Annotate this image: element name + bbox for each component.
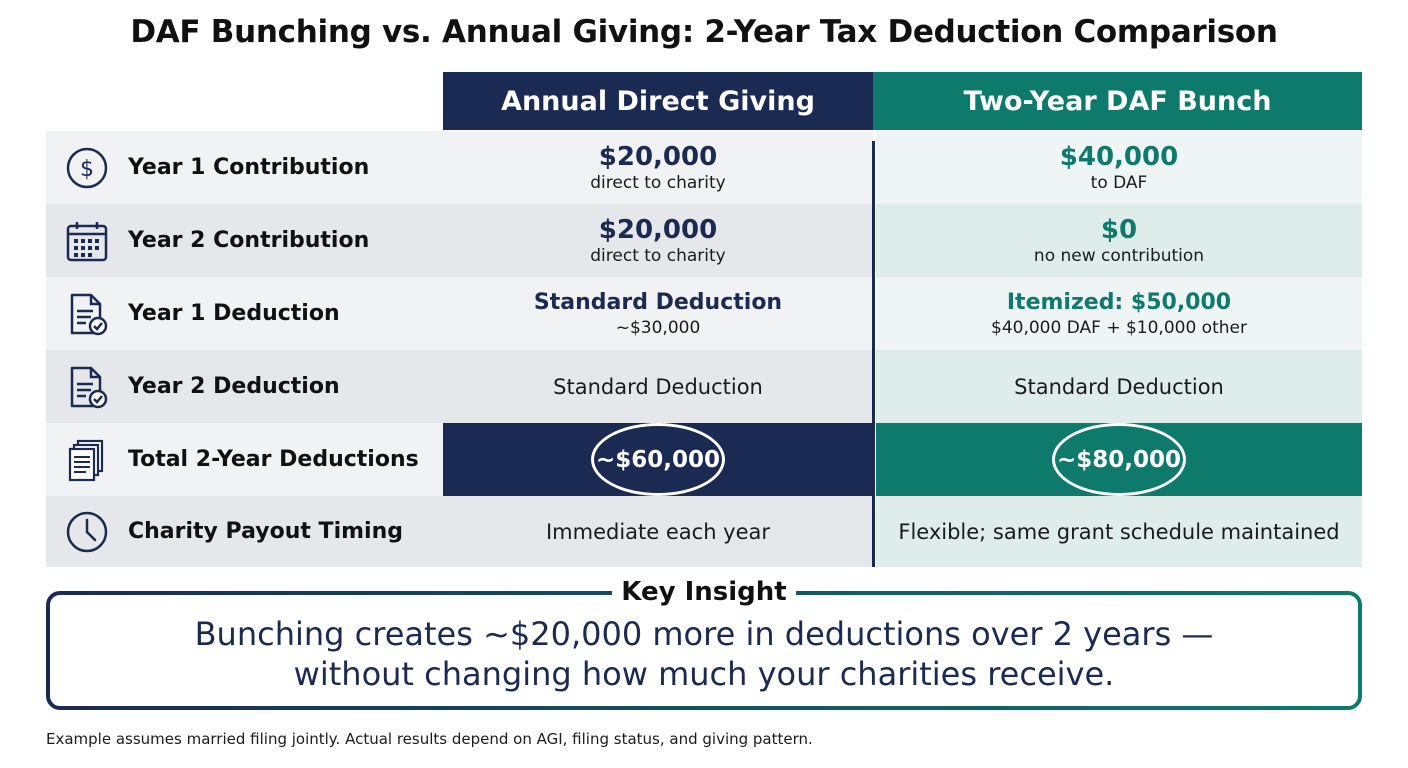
annual-cell: $20,000 direct to charity <box>443 204 873 277</box>
annual-value: $20,000 <box>598 214 718 245</box>
row-label-cell: Charity Payout Timing <box>46 496 443 567</box>
annual-cell: Standard Deduction ~$30,000 <box>443 277 873 350</box>
insight-line-1: Bunching creates ~$20,000 more in deduct… <box>194 615 1214 653</box>
column-header-annual: Annual Direct Giving <box>443 72 873 130</box>
clock-icon <box>66 511 108 552</box>
row-payout-timing: Charity Payout Timing Immediate each yea… <box>46 496 1362 567</box>
daf-cell: Itemized: $50,000 $40,000 DAF + $10,000 … <box>876 277 1362 350</box>
daf-subvalue: to DAF <box>1090 172 1148 193</box>
row-label-cell: Year 1 Deduction <box>46 277 443 350</box>
daf-total-cell: ~$80,000 <box>876 423 1362 496</box>
annual-value: Immediate each year <box>545 519 771 544</box>
daf-cell: $40,000 to DAF <box>876 131 1362 204</box>
documents-stack-icon <box>68 439 104 481</box>
daf-value: $0 <box>1100 214 1138 245</box>
daf-value: Flexible; same grant schedule maintained <box>898 519 1340 544</box>
row-label-cell: Year 2 Contribution <box>46 204 443 277</box>
daf-cell: Flexible; same grant schedule maintained <box>876 496 1362 567</box>
daf-subvalue: $40,000 DAF + $10,000 other <box>991 317 1247 338</box>
svg-text:$: $ <box>80 157 94 182</box>
document-check-icon <box>70 366 108 408</box>
row-year1-contribution: $ Year 1 Contribution $20,000 direct to … <box>46 131 1362 204</box>
dollar-circle-icon: $ <box>66 147 108 188</box>
insight-label: Key Insight <box>612 574 796 610</box>
document-check-icon <box>70 293 108 335</box>
row-label: Year 2 Contribution <box>128 228 370 253</box>
footnote: Example assumes married filing jointly. … <box>46 730 813 748</box>
row-label-cell: Total 2-Year Deductions <box>46 423 443 496</box>
row-label: Year 2 Deduction <box>128 374 340 399</box>
row-label: Total 2-Year Deductions <box>128 447 419 472</box>
daf-value: $40,000 <box>1059 141 1179 172</box>
insight-line-2: without changing how much your charities… <box>293 655 1115 693</box>
daf-subvalue: no new contribution <box>1033 245 1205 266</box>
row-year1-deduction: Year 1 Deduction Standard Deduction ~$30… <box>46 277 1362 350</box>
annual-cell: Standard Deduction <box>443 350 873 423</box>
daf-cell: Standard Deduction <box>876 350 1362 423</box>
row-year2-contribution: Year 2 Contribution $20,000 direct to ch… <box>46 204 1362 277</box>
annual-subvalue: direct to charity <box>590 245 726 266</box>
annual-value: $20,000 <box>598 141 718 172</box>
row-label-cell: $ Year 1 Contribution <box>46 131 443 204</box>
row-total-deductions: Total 2-Year Deductions ~$60,000 ~$80,00… <box>46 423 1362 496</box>
insight-text: Bunching creates ~$20,000 more in deduct… <box>60 614 1348 694</box>
daf-total-value: ~$80,000 <box>1052 423 1186 496</box>
column-header-daf: Two-Year DAF Bunch <box>873 72 1362 130</box>
annual-cell: $20,000 direct to charity <box>443 131 873 204</box>
annual-cell: Immediate each year <box>443 496 873 567</box>
column-divider <box>872 141 875 567</box>
row-label: Year 1 Contribution <box>128 155 370 180</box>
row-label: Year 1 Deduction <box>128 301 340 326</box>
annual-subvalue: direct to charity <box>590 172 726 193</box>
row-year2-deduction: Year 2 Deduction Standard Deduction Stan… <box>46 350 1362 423</box>
annual-value: Standard Deduction <box>533 289 783 315</box>
row-label-cell: Year 2 Deduction <box>46 350 443 423</box>
row-label: Charity Payout Timing <box>128 519 403 544</box>
daf-value: Standard Deduction <box>1014 374 1224 399</box>
annual-value: Standard Deduction <box>553 374 763 399</box>
page-title: DAF Bunching vs. Annual Giving: 2-Year T… <box>130 14 1278 50</box>
annual-total-value: ~$60,000 <box>591 423 725 496</box>
daf-cell: $0 no new contribution <box>876 204 1362 277</box>
annual-subvalue: ~$30,000 <box>615 317 701 338</box>
daf-value: Itemized: $50,000 <box>1006 289 1232 315</box>
calendar-icon <box>66 221 108 261</box>
annual-total-cell: ~$60,000 <box>443 423 873 496</box>
